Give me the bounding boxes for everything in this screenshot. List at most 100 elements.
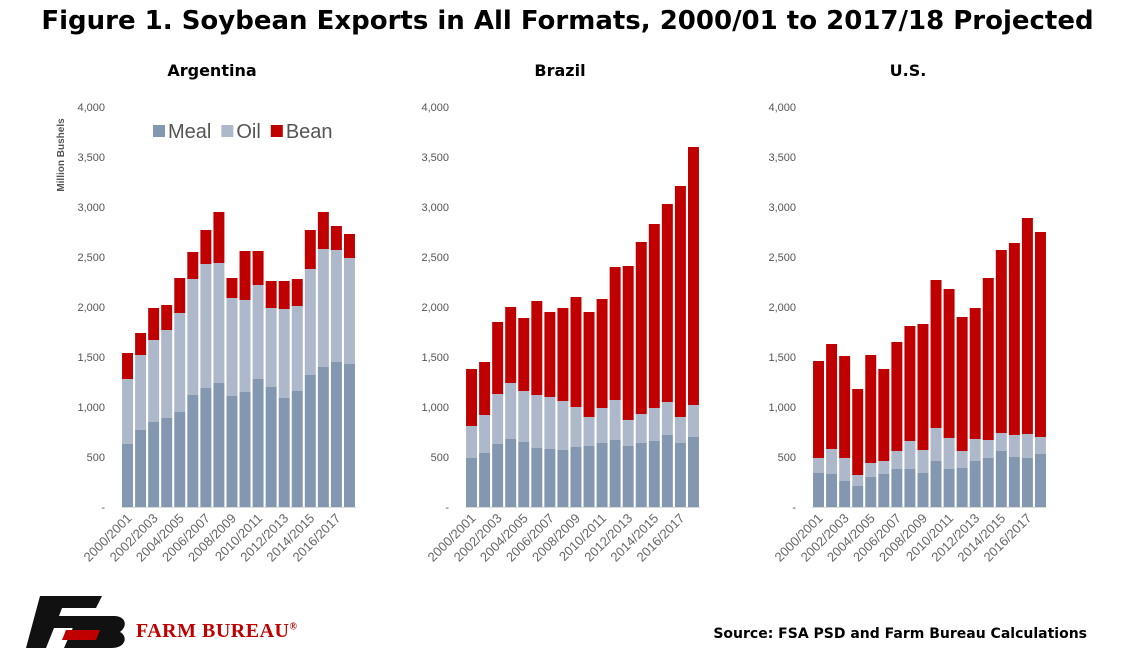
brazil-bar-bean — [479, 362, 491, 415]
brazil-bar-oil — [687, 405, 699, 437]
brazil-bar-meal — [596, 443, 608, 507]
argentina-legend-swatch-bean — [270, 125, 283, 137]
brazil-bar-bean — [635, 242, 647, 414]
brazil-bar-oil — [518, 391, 530, 442]
argentina-bar-meal — [187, 395, 199, 507]
u-s-bar-meal — [917, 473, 929, 507]
brazil-bar-meal — [687, 437, 699, 507]
fb-logo-icon — [26, 596, 125, 648]
farm-bureau-logo — [26, 596, 125, 648]
argentina-bar-meal — [278, 398, 290, 507]
brazil-chart-title: Brazil — [534, 61, 585, 80]
brazil-bar-bean — [570, 297, 582, 407]
brazil-bar-meal — [492, 444, 504, 507]
u-s-bar-meal — [995, 451, 1007, 507]
u-s-bar-oil — [1021, 434, 1033, 458]
brazil-bar-bean — [622, 266, 634, 420]
brazil-bar-oil — [479, 415, 491, 453]
brazil-bar-oil — [596, 408, 608, 443]
u-s-bar-bean — [943, 289, 955, 438]
argentina-y-tick-label: - — [101, 502, 105, 514]
argentina-y-tick-label: 1,000 — [77, 402, 105, 414]
u-s-bar-bean — [930, 280, 942, 428]
brazil-y-tick-label: 4,000 — [421, 102, 449, 114]
u-s-chart-title: U.S. — [890, 61, 927, 80]
argentina-bar-oil — [317, 249, 329, 367]
u-s-bar-meal — [813, 473, 825, 507]
u-s-bar-oil — [878, 461, 890, 474]
brazil-bar-meal — [505, 439, 517, 507]
argentina-legend-label-meal: Meal — [168, 121, 211, 143]
brazil-bar-oil — [570, 407, 582, 447]
brazil-bar-oil — [531, 395, 543, 448]
u-s-chart: U.S. - 500 1,000 1,500 2,000 2,500 3,000 3,500 4,… — [768, 61, 1047, 565]
argentina-bar-oil — [161, 330, 173, 418]
u-s-bar-meal — [904, 469, 916, 507]
argentina-bar-oil — [252, 285, 264, 379]
brazil-bar-meal — [531, 448, 543, 507]
argentina-bar-bean — [122, 353, 134, 379]
source-note: Source: FSA PSD and Farm Bureau Calculat… — [713, 626, 1087, 642]
argentina-bar-bean — [239, 251, 251, 300]
u-s-bar-oil — [852, 475, 864, 486]
brazil-bar-meal — [609, 440, 621, 507]
brazil-y-tick-label: 1,500 — [421, 352, 449, 364]
u-s-bar-bean — [852, 389, 864, 475]
u-s-bar-bean — [904, 326, 916, 441]
u-s-bar-oil — [930, 428, 942, 461]
brazil-bar-meal — [674, 443, 686, 507]
brazil-bar-meal — [544, 449, 556, 507]
argentina-bar-oil — [174, 313, 186, 412]
u-s-bar-meal — [839, 481, 851, 507]
argentina-bar-bean — [135, 333, 147, 355]
u-s-bar-bean — [995, 250, 1007, 433]
u-s-bar-oil — [943, 438, 955, 469]
argentina-bar-oil — [226, 298, 238, 396]
argentina-bar-oil — [304, 269, 316, 375]
u-s-bar-oil — [891, 451, 903, 469]
u-s-bar-oil — [956, 451, 968, 468]
u-s-bar-meal — [943, 469, 955, 507]
u-s-y-tick-label: 1,000 — [768, 402, 796, 414]
brazil-bar-meal — [648, 441, 660, 507]
u-s-bar-oil — [813, 458, 825, 473]
brazil-bar-bean — [466, 369, 478, 426]
argentina-bar-oil — [343, 258, 355, 364]
argentina-bar-meal — [200, 388, 212, 507]
brazil-bar-oil — [505, 383, 517, 439]
brazil-bar-oil — [661, 402, 673, 435]
brazil-bar-oil — [583, 417, 595, 446]
u-s-bar-meal — [1034, 454, 1046, 507]
argentina-bar-bean — [252, 251, 264, 285]
argentina-bar-bean — [304, 230, 316, 269]
u-s-bar-oil — [917, 450, 929, 473]
u-s-bar-meal — [982, 458, 994, 507]
argentina-bar-meal — [252, 379, 264, 507]
argentina-legend-swatch-oil — [221, 125, 234, 137]
argentina-bar-bean — [200, 230, 212, 264]
argentina-bar-oil — [291, 306, 303, 391]
argentina-bar-oil — [148, 340, 160, 422]
brazil-bar-bean — [544, 312, 556, 397]
argentina-bar-oil — [265, 308, 277, 387]
brazil-bar-bean — [518, 318, 530, 391]
argentina-y-tick-label: 2,000 — [77, 302, 105, 314]
u-s-bar-meal — [969, 461, 981, 507]
u-s-bar-oil — [982, 440, 994, 458]
brazil-bar-bean — [531, 301, 543, 395]
u-s-bar-meal — [930, 461, 942, 507]
argentina-bar-bean — [278, 281, 290, 309]
brazil-bar-meal — [661, 435, 673, 507]
argentina-bar-meal — [265, 387, 277, 507]
u-s-bar-bean — [969, 308, 981, 439]
argentina-bar-meal — [330, 362, 342, 507]
argentina-bar-oil — [278, 309, 290, 398]
argentina-bar-meal — [148, 422, 160, 507]
argentina-bar-oil — [213, 263, 225, 383]
brazil-bar-meal — [479, 453, 491, 507]
argentina-y-tick-label: 500 — [87, 452, 105, 464]
brazil-bar-bean — [492, 322, 504, 394]
argentina-y-tick-label: 1,500 — [77, 352, 105, 364]
argentina-bar-bean — [317, 212, 329, 249]
argentina-y-tick-label: 3,500 — [77, 152, 105, 164]
